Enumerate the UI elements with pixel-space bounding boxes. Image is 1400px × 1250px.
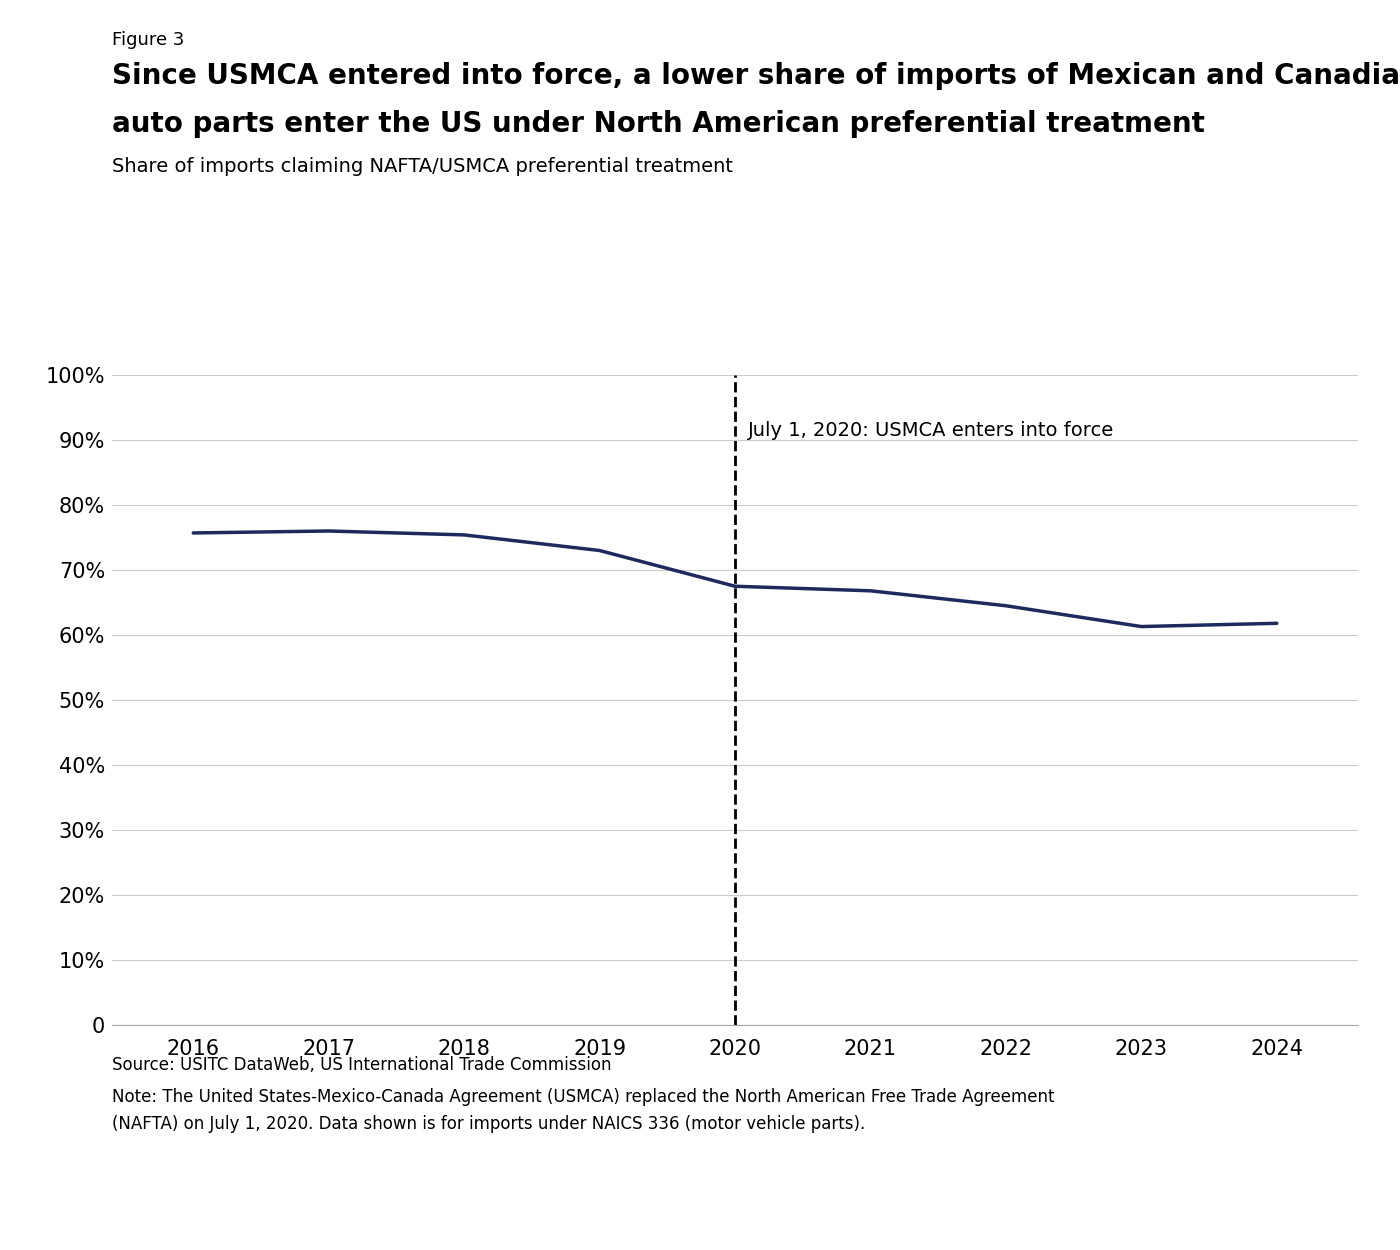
Text: Note: The United States-Mexico-Canada Agreement (USMCA) replaced the North Ameri: Note: The United States-Mexico-Canada Ag… [112,1088,1054,1105]
Text: Figure 3: Figure 3 [112,31,185,49]
Text: Share of imports claiming NAFTA/USMCA preferential treatment: Share of imports claiming NAFTA/USMCA pr… [112,158,734,176]
Text: (NAFTA) on July 1, 2020. Data shown is for imports under NAICS 336 (motor vehicl: (NAFTA) on July 1, 2020. Data shown is f… [112,1115,865,1132]
Text: Since USMCA entered into force, a lower share of imports of Mexican and Canadian: Since USMCA entered into force, a lower … [112,62,1400,90]
Text: July 1, 2020: USMCA enters into force: July 1, 2020: USMCA enters into force [748,420,1114,440]
Text: auto parts enter the US under North American preferential treatment: auto parts enter the US under North Amer… [112,110,1205,138]
Text: Source: USITC DataWeb, US International Trade Commission: Source: USITC DataWeb, US International … [112,1056,612,1074]
